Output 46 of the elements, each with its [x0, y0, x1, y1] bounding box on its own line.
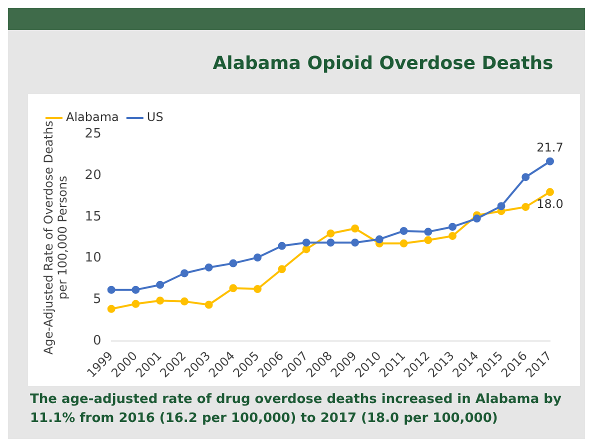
point [229, 259, 238, 268]
point [180, 269, 188, 278]
point [375, 235, 384, 244]
point [107, 286, 116, 294]
point [351, 224, 360, 232]
point [156, 280, 164, 289]
point [448, 222, 457, 231]
point [472, 214, 481, 223]
point [497, 202, 506, 210]
text: The age-adjusted rate of drug overdose deaths increased in Alabama by 11.1% from 2016 (16.2 per 100,000) to 2017 (18.0 per 100,000) [30, 391, 562, 428]
point [326, 229, 335, 238]
point [278, 265, 286, 274]
point [204, 300, 213, 309]
chart-title: Alabama Opioid Overdose Deaths [212, 53, 554, 74]
point [522, 173, 530, 182]
y-tick-label: 15 [84, 209, 102, 224]
legend-label: US [146, 110, 164, 124]
point [254, 254, 262, 262]
y-tick-label: 10 [84, 250, 102, 266]
point [400, 239, 408, 248]
point [326, 238, 335, 247]
point [522, 202, 530, 211]
point [278, 242, 286, 250]
point [546, 188, 554, 196]
point [180, 297, 188, 306]
point [107, 304, 116, 313]
point [351, 238, 360, 247]
point [156, 296, 164, 305]
data-label: 18.0 [536, 197, 564, 212]
point [302, 238, 310, 247]
y-tick-label: 20 [84, 168, 102, 183]
data-label: 21.7 [536, 140, 564, 154]
point [400, 226, 408, 235]
point [424, 228, 432, 236]
y-tick-label: 5 [93, 292, 102, 308]
point [254, 285, 262, 294]
y-tick-label: 0 [93, 334, 102, 349]
point [204, 263, 213, 272]
point [424, 236, 432, 244]
point [448, 232, 457, 240]
point [229, 284, 238, 292]
point [132, 286, 140, 294]
point [546, 157, 554, 166]
y-tick-label: 25 [84, 126, 102, 142]
point [302, 245, 310, 254]
point [132, 300, 140, 308]
